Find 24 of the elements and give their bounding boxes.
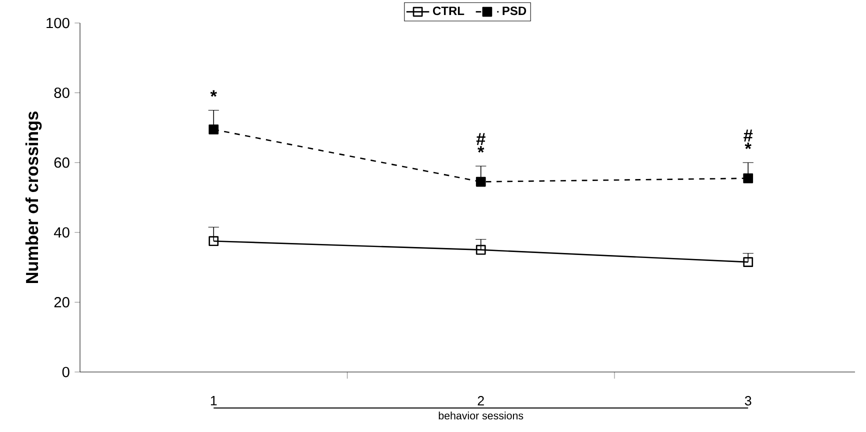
y-tick-label: 60 [54, 157, 70, 168]
x-tick-label: 1 [210, 396, 217, 406]
x-axis-title: behavior sessions [438, 412, 524, 420]
point [743, 257, 754, 267]
y-tick-label: 20 [54, 297, 70, 308]
x-tick-label: 2 [478, 396, 484, 406]
point [743, 173, 754, 184]
annotation: # [476, 133, 486, 145]
x-tick-label: 3 [744, 396, 752, 406]
point [208, 236, 219, 246]
y-tick-label: 0 [62, 366, 70, 378]
y-axis-title: Number of crossings [25, 112, 42, 284]
point [476, 176, 486, 187]
legend-label: CTRL [433, 6, 464, 16]
annotation: * [744, 142, 752, 150]
annotation: * [478, 146, 484, 153]
y-tick-label: 100 [46, 18, 70, 28]
point [476, 244, 486, 255]
annotation: * [210, 90, 217, 97]
annotation: # [744, 130, 753, 142]
legend-label: PSD [502, 6, 526, 16]
point [208, 124, 219, 134]
y-tick-label: 40 [54, 227, 70, 238]
y-tick-label: 80 [54, 88, 70, 98]
